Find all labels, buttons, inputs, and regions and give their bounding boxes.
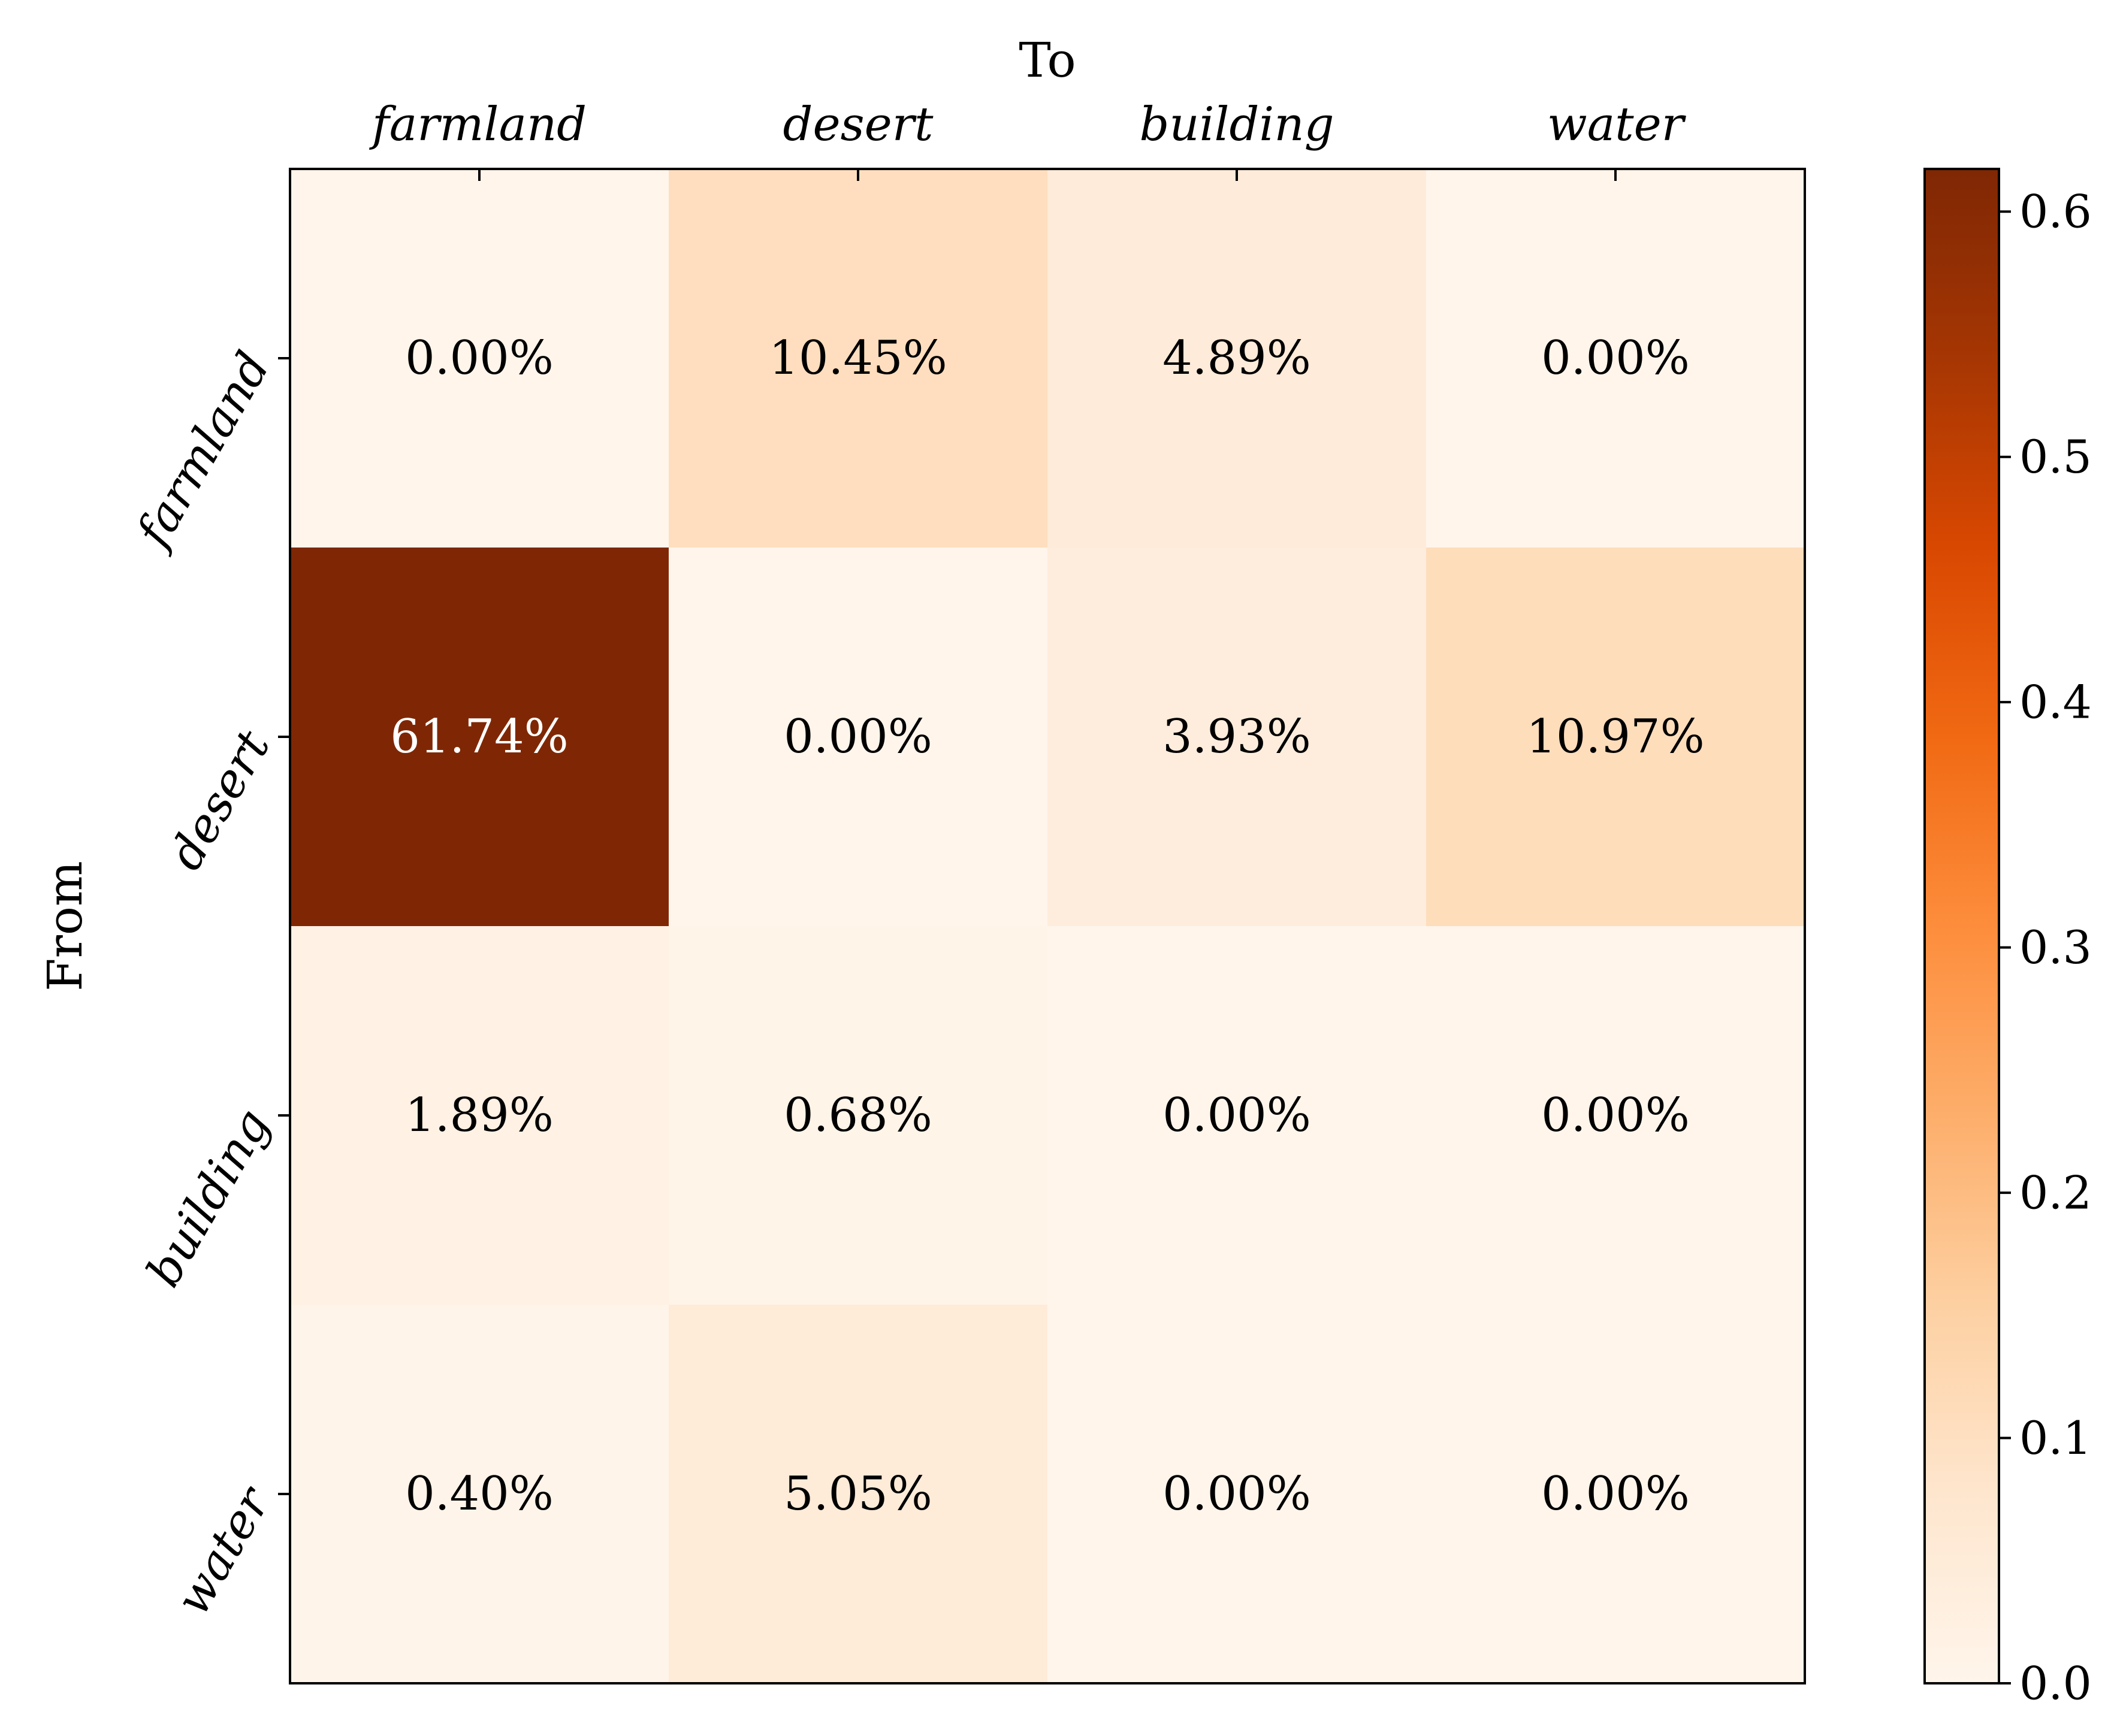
colorbar-tick-label: 0.3 (2019, 921, 2092, 974)
cell-value-label: 0.00% (1541, 1467, 1690, 1521)
colorbar-tick-label: 0.2 (2019, 1166, 2092, 1220)
heatmap-cell (669, 926, 1048, 1305)
colorbar-tick-label: 0.4 (2019, 676, 2092, 729)
cell-value-label: 4.89% (1162, 331, 1311, 385)
heatmap-cell (669, 548, 1048, 927)
colorbar-tick-label: 0.5 (2019, 430, 2092, 483)
cell-value-label: 0.00% (1162, 1467, 1311, 1521)
colorbar-tick-label: 0.0 (2019, 1657, 2092, 1710)
cell-value-label: 0.00% (1541, 331, 1690, 385)
x-tick-label: building (1139, 98, 1334, 152)
heatmap-cell (1047, 1305, 1427, 1684)
y-tick-label: building (137, 1100, 280, 1296)
cell-value-label: 0.68% (784, 1088, 932, 1142)
colorbar-tick-label: 0.1 (2019, 1411, 2092, 1465)
cell-value-label: 10.45% (769, 331, 947, 385)
cell-value-label: 10.97% (1526, 710, 1704, 764)
colorbar-tick-label: 0.6 (2019, 185, 2092, 238)
x-axis-title: To (1019, 32, 1076, 88)
heatmap-cell (1426, 169, 1805, 548)
heatmap-cell (669, 169, 1048, 548)
heatmap-cell (290, 1305, 669, 1684)
y-tick-label: farmland (125, 343, 281, 559)
x-tick-label: water (1547, 98, 1687, 152)
cell-value-label: 1.89% (405, 1088, 554, 1142)
heatmap-cell (290, 926, 669, 1305)
cell-value-label: 5.05% (784, 1467, 932, 1521)
heatmap-cell (1426, 926, 1805, 1305)
cell-value-label: 61.74% (390, 710, 568, 764)
y-tick-label: water (165, 1477, 282, 1625)
heatmap-cell (290, 169, 669, 548)
heatmap-cell (1047, 169, 1427, 548)
cell-value-label: 0.40% (405, 1467, 554, 1521)
heatmap-cell (669, 1305, 1048, 1684)
colorbar (1923, 168, 2000, 1684)
x-tick-label: desert (783, 98, 934, 152)
cell-value-label: 0.00% (1162, 1088, 1311, 1142)
y-tick-label: desert (159, 721, 281, 879)
cell-value-label: 0.00% (405, 331, 554, 385)
cell-value-label: 0.00% (1541, 1088, 1690, 1142)
x-tick-label: farmland (369, 98, 587, 152)
heatmap-cell (1047, 926, 1427, 1305)
cell-value-label: 3.93% (1162, 710, 1311, 764)
heatmap-frame (289, 168, 1806, 1684)
heatmap-cell (1426, 548, 1805, 927)
heatmap-cell (1426, 1305, 1805, 1684)
cell-value-label: 0.00% (784, 710, 932, 764)
heatmap-cell (290, 548, 669, 927)
heatmap-cell (1047, 548, 1427, 927)
y-axis-title: From (37, 861, 93, 991)
